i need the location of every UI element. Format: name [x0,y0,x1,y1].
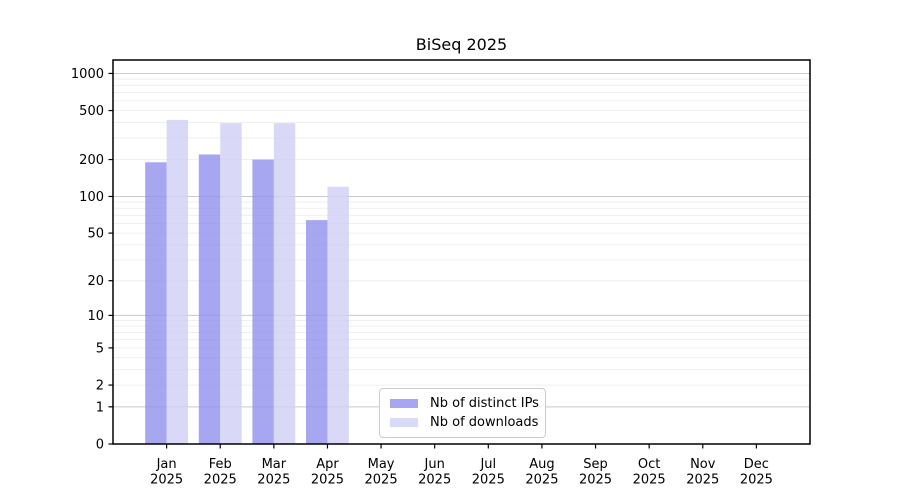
y-tick-label: 10 [87,309,104,324]
x-tick-label: Jan [156,457,177,472]
x-tick-label: 2025 [311,473,344,488]
bar-nb-of-distinct-ips [198,154,221,444]
bar-nb-of-downloads [220,123,242,445]
y-tick-label: 1 [96,400,104,415]
x-tick-label: May [368,457,395,472]
legend-swatch-distinct-ips-icon [390,399,418,408]
y-tick-label: 20 [87,274,104,289]
legend-label-distinct-ips: Nb of distinct IPs [430,396,539,411]
x-tick-label: 2025 [257,473,290,488]
axes-layer: 01251020501002005001000Jan2025Feb2025Mar… [71,59,811,488]
bar-nb-of-distinct-ips [306,220,328,444]
bar-nb-of-distinct-ips [252,159,274,444]
bar-nb-of-downloads [273,123,296,445]
x-tick-label: Sep [583,457,608,472]
x-tick-label: Jun [424,457,445,472]
bar-nb-of-downloads [327,186,349,445]
legend-item-downloads: Nb of downloads [390,415,539,430]
y-tick-label: 2 [96,379,104,394]
x-tick-label: Oct [638,457,660,472]
x-tick-label: Feb [209,457,232,472]
plot-border [112,59,811,445]
y-tick-label: 50 [87,227,104,242]
x-tick-label: 2025 [150,473,183,488]
x-tick-label: 2025 [579,473,612,488]
legend-box: Nb of distinct IPs Nb of downloads [379,388,546,438]
bar-nb-of-distinct-ips [145,162,167,445]
x-tick-label: 2025 [418,473,451,488]
y-tick-label: 100 [79,190,104,205]
x-tick-label: 2025 [472,473,505,488]
chart-title: BiSeq 2025 [416,35,507,54]
x-tick-label: 2025 [686,473,719,488]
x-tick-label: Jul [479,457,496,472]
y-tick-label: 1000 [71,67,104,82]
y-tick-label: 0 [96,438,104,453]
x-tick-label: 2025 [365,473,398,488]
y-tick-label: 5 [96,341,104,356]
x-tick-label: Mar [262,457,287,472]
x-tick-label: Dec [744,457,769,472]
y-tick-label: 200 [79,153,104,168]
legend-item-distinct-ips: Nb of distinct IPs [390,396,539,411]
x-tick-label: 2025 [633,473,666,488]
x-tick-label: 2025 [204,473,237,488]
x-tick-label: 2025 [740,473,773,488]
legend-swatch-downloads-icon [390,418,418,427]
x-tick-label: 2025 [525,473,558,488]
bars-layer [145,119,349,445]
y-tick-label: 500 [79,104,104,119]
x-tick-label: Aug [529,457,554,472]
x-tick-label: Apr [316,457,339,472]
bar-nb-of-downloads [166,119,189,444]
x-tick-label: Nov [690,457,716,472]
legend-label-downloads: Nb of downloads [430,415,539,430]
